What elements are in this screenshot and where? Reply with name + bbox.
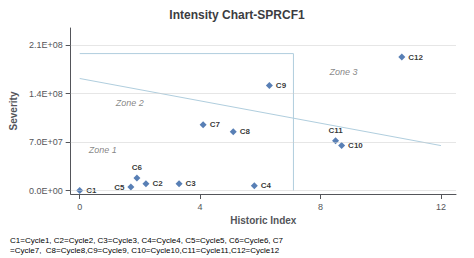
svg-text:0.0E+00: 0.0E+00 <box>29 186 63 196</box>
svg-text:8: 8 <box>318 202 323 212</box>
svg-text:C1=Cycle1, C2=Cycle2, C3=Cycle: C1=Cycle1, C2=Cycle2, C3=Cycle3, C4=Cycl… <box>10 236 284 245</box>
svg-text:C4: C4 <box>261 181 272 190</box>
svg-text:Zone 1: Zone 1 <box>88 145 117 155</box>
svg-text:12: 12 <box>436 202 446 212</box>
svg-text:C6: C6 <box>132 163 143 172</box>
svg-text:C10: C10 <box>348 141 363 151</box>
svg-text:C3: C3 <box>186 179 197 188</box>
svg-text:Zone 2: Zone 2 <box>115 98 144 108</box>
svg-text:0: 0 <box>77 202 82 212</box>
svg-text:C5: C5 <box>114 183 125 192</box>
svg-text:C9: C9 <box>276 81 287 90</box>
svg-text:2.1E+08: 2.1E+08 <box>29 40 63 50</box>
svg-text:=Cycle7, C8=Cycle8,C9=Cycle9,: =Cycle7, C8=Cycle8,C9=Cycle9, C10=Cycle1… <box>10 246 280 255</box>
svg-text:C8: C8 <box>240 127 251 136</box>
svg-text:Historic Index: Historic Index <box>230 215 297 226</box>
svg-text:7.0E+07: 7.0E+07 <box>29 137 63 147</box>
svg-text:1.4E+08: 1.4E+08 <box>29 89 63 99</box>
svg-text:Zone 3: Zone 3 <box>329 67 358 77</box>
svg-text:Severity: Severity <box>8 91 19 130</box>
svg-text:C12: C12 <box>408 53 423 62</box>
svg-text:C11: C11 <box>328 126 343 135</box>
svg-text:Intensity Chart-SPRCF1: Intensity Chart-SPRCF1 <box>169 8 305 22</box>
svg-text:C7: C7 <box>210 120 221 129</box>
svg-text:4: 4 <box>198 202 203 212</box>
svg-text:C1: C1 <box>86 186 97 195</box>
svg-text:C2: C2 <box>152 179 163 188</box>
